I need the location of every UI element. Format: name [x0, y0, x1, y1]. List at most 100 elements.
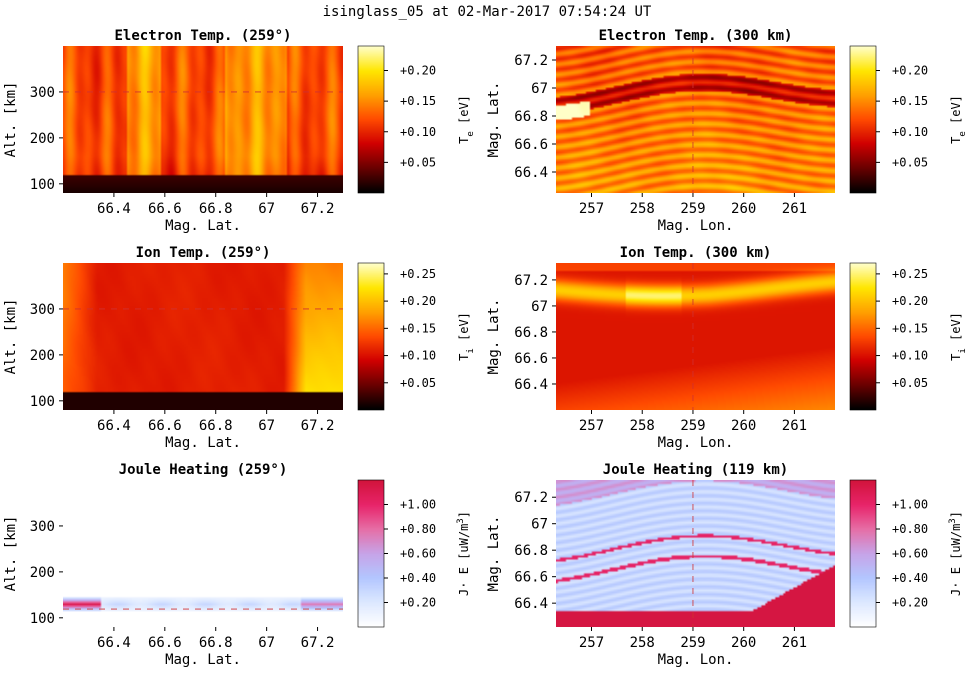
panel-5: Joule Heating (259°) 66.4 66.6 66.8 67 67.2 10…: [3, 462, 471, 668]
x-tick-label: 257: [579, 201, 604, 217]
x-tick-label: 66.6: [148, 201, 182, 217]
y-tick-label: 66.6: [514, 570, 548, 586]
colorbar-tick-label: +0.40: [892, 571, 928, 585]
x-axis-label: Mag. Lat.: [165, 218, 241, 234]
colorbar-tick-label: +0.10: [400, 125, 436, 139]
colorbar-tick-label: +0.05: [892, 376, 928, 390]
y-tick-label: 200: [30, 565, 55, 581]
colorbar-gradient: [850, 46, 876, 193]
y-tick-label: 300: [30, 302, 55, 318]
colorbar-tick-label: +0.60: [400, 547, 436, 561]
x-tick-label: 67: [258, 635, 275, 651]
x-tick-label: 259: [680, 418, 705, 434]
x-tick-label: 260: [731, 201, 756, 217]
x-tick-label: 67: [258, 418, 275, 434]
x-axis-label: Mag. Lat.: [165, 652, 241, 668]
colorbar: +0.05 +0.10 +0.15 +0.20 +0.25 Ti [eV]: [849, 262, 968, 411]
colorbar-label: Ti [eV]: [949, 312, 968, 361]
x-axis-label: Mag. Lon.: [658, 218, 734, 234]
x-tick-label: 259: [680, 635, 705, 651]
x-tick-label: 66.6: [148, 635, 182, 651]
colorbar-tick-label: +0.05: [892, 155, 928, 169]
x-tick-label: 260: [731, 418, 756, 434]
panel-title: Ion Temp. (259°): [136, 245, 271, 261]
colorbar: +0.20 +0.40 +0.60 +0.80 +1.00 J· E [uW/m3]: [357, 479, 471, 628]
colorbar-frame: [849, 262, 877, 411]
x-tick-label: 257: [579, 635, 604, 651]
x-axis-label: Mag. Lat.: [165, 435, 241, 451]
panel-title: Joule Heating (259°): [119, 462, 288, 478]
y-tick-label: 67.2: [514, 273, 548, 289]
colorbar-label: J· E [uW/m3]: [948, 511, 963, 596]
colorbar-gradient: [358, 46, 384, 193]
colorbar-tick-label: +0.05: [400, 155, 436, 169]
heatmap-image: [556, 46, 835, 193]
colorbar-tick-label: +0.60: [892, 547, 928, 561]
y-tick-label: 100: [30, 611, 55, 627]
panel-title: Joule Heating (119 km): [603, 462, 788, 478]
x-tick-label: 259: [680, 201, 705, 217]
y-tick-label: 66.6: [514, 137, 548, 153]
y-tick-label: 67: [531, 81, 548, 97]
colorbar-frame: [357, 262, 385, 411]
colorbar-tick-label: +0.20: [400, 596, 436, 610]
colorbar-gradient: [358, 263, 384, 410]
y-axis-label: Mag. Lat.: [486, 516, 502, 592]
colorbar-tick-label: +0.15: [400, 94, 436, 108]
colorbar-tick-label: +1.00: [892, 498, 928, 512]
colorbar-tick-label: +1.00: [400, 498, 436, 512]
colorbar: +0.20 +0.40 +0.60 +0.80 +1.00 J· E [uW/m3]: [849, 479, 963, 628]
colorbar-tick-label: +0.20: [892, 596, 928, 610]
x-tick-label: 258: [630, 201, 655, 217]
y-tick-label: 66.8: [514, 109, 548, 125]
y-tick-label: 66.8: [514, 325, 548, 341]
y-tick-label: 67: [531, 517, 548, 533]
colorbar-tick-label: +0.80: [892, 522, 928, 536]
colorbar-gradient: [850, 263, 876, 410]
colorbar-gradient: [850, 480, 876, 627]
y-tick-label: 66.4: [514, 377, 548, 393]
panel-1: Electron Temp. (259°) 66.4 66.6 66.8 67 67.2 1…: [3, 28, 476, 234]
y-axis-label: Alt. [km]: [3, 299, 19, 375]
x-tick-label: 66.4: [97, 418, 131, 434]
x-tick-label: 261: [782, 635, 807, 651]
panels: Electron Temp. (259°) 66.4 66.6 66.8 67 67.2 1…: [3, 28, 968, 668]
y-axis-label: Mag. Lat.: [486, 82, 502, 158]
colorbar-tick-label: +0.25: [892, 267, 928, 281]
colorbar: +0.05 +0.10 +0.15 +0.20 Te [eV]: [357, 45, 476, 194]
figure-title: isinglass_05 at 02-Mar-2017 07:54:24 UT: [323, 4, 652, 20]
colorbar-gradient: [358, 480, 384, 627]
y-tick-label: 66.8: [514, 543, 548, 559]
colorbar-label: Te [eV]: [457, 95, 476, 144]
y-tick-label: 66.4: [514, 596, 548, 612]
colorbar-tick-label: +0.25: [400, 267, 436, 281]
colorbar-frame: [849, 45, 877, 194]
colorbar-tick-label: +0.80: [400, 522, 436, 536]
colorbar: +0.05 +0.10 +0.15 +0.20 +0.25 Ti [eV]: [357, 262, 476, 411]
x-tick-label: 67.2: [301, 418, 335, 434]
colorbar-tick-label: +0.40: [400, 571, 436, 585]
x-tick-label: 67.2: [301, 201, 335, 217]
colorbar-tick-label: +0.20: [400, 64, 436, 78]
x-tick-label: 67.2: [301, 635, 335, 651]
y-tick-label: 66.4: [514, 165, 548, 181]
x-tick-label: 66.4: [97, 201, 131, 217]
panel-6: Joule Heating (119 km) 257 258 259 260 261 66.…: [486, 462, 963, 668]
colorbar-tick-label: +0.20: [400, 294, 436, 308]
x-tick-label: 66.4: [97, 635, 131, 651]
y-axis-label: Alt. [km]: [3, 82, 19, 158]
y-tick-label: 100: [30, 177, 55, 193]
heatmap-image: [556, 480, 835, 627]
x-tick-label: 66.6: [148, 418, 182, 434]
y-tick-label: 200: [30, 131, 55, 147]
y-tick-label: 300: [30, 519, 55, 535]
colorbar-tick-label: +0.15: [400, 321, 436, 335]
colorbar-tick-label: +0.10: [892, 349, 928, 363]
x-tick-label: 258: [630, 418, 655, 434]
heatmap-image: [63, 480, 343, 627]
colorbar-label: Ti [eV]: [457, 312, 476, 361]
heatmap-image: [63, 46, 343, 193]
panel-4: Ion Temp. (300 km) 257 258 259 260 261 66.4 66.…: [486, 245, 968, 451]
panel-title: Ion Temp. (300 km): [620, 245, 772, 261]
x-tick-label: 257: [579, 418, 604, 434]
